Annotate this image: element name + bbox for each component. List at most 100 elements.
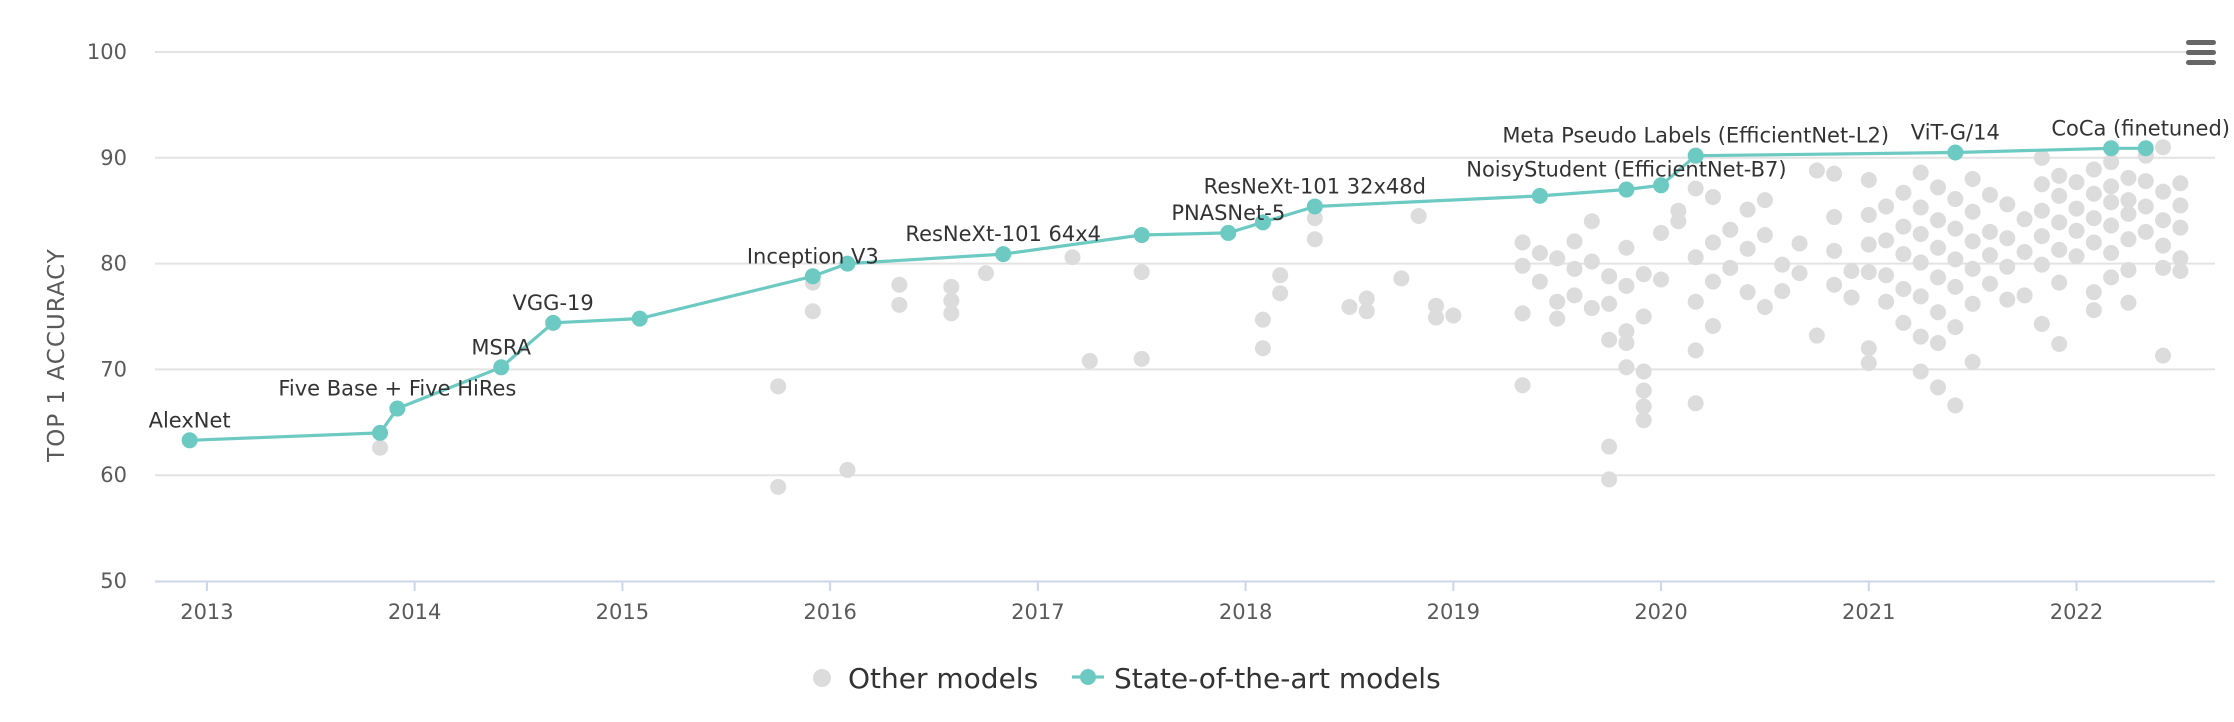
other-model-point[interactable] bbox=[2051, 187, 2068, 204]
other-model-point[interactable] bbox=[1964, 295, 1981, 312]
sota-model-point[interactable] bbox=[545, 314, 562, 331]
sota-model-point[interactable] bbox=[493, 359, 510, 376]
sota-model-point[interactable] bbox=[1254, 214, 1271, 231]
other-model-point[interactable] bbox=[2068, 248, 2085, 265]
other-model-point[interactable] bbox=[2068, 200, 2085, 217]
other-model-point[interactable] bbox=[1895, 184, 1912, 201]
other-model-point[interactable] bbox=[1912, 328, 1929, 345]
other-model-point[interactable] bbox=[1514, 257, 1531, 274]
other-model-point[interactable] bbox=[1566, 287, 1583, 304]
other-model-point[interactable] bbox=[2103, 269, 2120, 286]
other-model-point[interactable] bbox=[1635, 398, 1652, 415]
other-model-point[interactable] bbox=[1445, 307, 1462, 324]
other-model-point[interactable] bbox=[1566, 260, 1583, 277]
other-model-point[interactable] bbox=[1756, 192, 1773, 209]
other-model-point[interactable] bbox=[2085, 161, 2102, 178]
other-model-point[interactable] bbox=[1826, 209, 1843, 226]
other-model-point[interactable] bbox=[2103, 178, 2120, 195]
other-model-point[interactable] bbox=[1704, 318, 1721, 335]
other-model-point[interactable] bbox=[2155, 347, 2172, 364]
other-model-point[interactable] bbox=[1722, 259, 1739, 276]
other-model-point[interactable] bbox=[1947, 319, 1964, 336]
other-model-point[interactable] bbox=[2033, 202, 2050, 219]
other-model-point[interactable] bbox=[2085, 210, 2102, 227]
other-model-point[interactable] bbox=[1635, 412, 1652, 429]
other-model-point[interactable] bbox=[1601, 268, 1618, 285]
other-model-point[interactable] bbox=[1912, 225, 1929, 242]
other-model-point[interactable] bbox=[1860, 236, 1877, 253]
sota-model-point[interactable] bbox=[372, 424, 389, 441]
other-model-point[interactable] bbox=[1635, 363, 1652, 380]
other-model-point[interactable] bbox=[2155, 139, 2172, 156]
other-model-point[interactable] bbox=[2051, 241, 2068, 258]
other-model-point[interactable] bbox=[2085, 284, 2102, 301]
other-model-point[interactable] bbox=[1428, 297, 1445, 314]
other-model-point[interactable] bbox=[1895, 218, 1912, 235]
sota-model-point[interactable] bbox=[1306, 198, 1323, 215]
other-model-point[interactable] bbox=[1878, 267, 1895, 284]
other-model-point[interactable] bbox=[1895, 314, 1912, 331]
other-model-point[interactable] bbox=[1064, 249, 1081, 266]
other-model-point[interactable] bbox=[2137, 223, 2154, 240]
other-model-point[interactable] bbox=[1739, 201, 1756, 218]
sota-model-point[interactable] bbox=[839, 255, 856, 272]
other-model-point[interactable] bbox=[1306, 210, 1323, 227]
other-model-point[interactable] bbox=[2155, 183, 2172, 200]
other-model-point[interactable] bbox=[1601, 471, 1618, 488]
sota-model-point[interactable] bbox=[1531, 187, 1548, 204]
other-model-point[interactable] bbox=[1358, 303, 1375, 320]
other-model-point[interactable] bbox=[1704, 273, 1721, 290]
other-model-point[interactable] bbox=[1687, 249, 1704, 266]
other-model-point[interactable] bbox=[1133, 350, 1150, 367]
other-model-point[interactable] bbox=[891, 276, 908, 293]
other-model-point[interactable] bbox=[2016, 243, 2033, 260]
other-model-point[interactable] bbox=[1635, 382, 1652, 399]
other-model-point[interactable] bbox=[1930, 212, 1947, 229]
other-model-point[interactable] bbox=[1531, 245, 1548, 262]
other-model-point[interactable] bbox=[2155, 237, 2172, 254]
other-model-point[interactable] bbox=[1722, 221, 1739, 238]
other-model-point[interactable] bbox=[372, 439, 389, 456]
other-model-point[interactable] bbox=[2103, 154, 2120, 171]
other-model-point[interactable] bbox=[2137, 198, 2154, 215]
other-model-point[interactable] bbox=[1912, 254, 1929, 271]
other-model-point[interactable] bbox=[1618, 239, 1635, 256]
other-model-point[interactable] bbox=[1947, 251, 1964, 268]
sota-model-point[interactable] bbox=[631, 310, 648, 327]
other-model-point[interactable] bbox=[1618, 277, 1635, 294]
other-model-point[interactable] bbox=[1981, 223, 1998, 240]
other-model-point[interactable] bbox=[1514, 377, 1531, 394]
other-model-point[interactable] bbox=[1687, 180, 1704, 197]
other-model-point[interactable] bbox=[1531, 273, 1548, 290]
other-model-point[interactable] bbox=[1878, 198, 1895, 215]
sota-model-point[interactable] bbox=[1618, 181, 1635, 198]
other-model-point[interactable] bbox=[2068, 174, 2085, 191]
other-model-point[interactable] bbox=[2051, 336, 2068, 353]
other-model-point[interactable] bbox=[1739, 240, 1756, 257]
other-model-point[interactable] bbox=[2155, 212, 2172, 229]
other-model-point[interactable] bbox=[1687, 293, 1704, 310]
other-model-point[interactable] bbox=[1618, 323, 1635, 340]
other-model-point[interactable] bbox=[943, 278, 960, 295]
other-model-point[interactable] bbox=[2068, 222, 2085, 239]
other-model-point[interactable] bbox=[1826, 242, 1843, 259]
other-model-point[interactable] bbox=[1964, 170, 1981, 187]
other-model-point[interactable] bbox=[2085, 302, 2102, 319]
other-model-point[interactable] bbox=[1895, 246, 1912, 263]
other-model-point[interactable] bbox=[1930, 334, 1947, 351]
other-model-point[interactable] bbox=[1704, 234, 1721, 251]
other-model-point[interactable] bbox=[1653, 224, 1670, 241]
other-model-point[interactable] bbox=[1947, 397, 1964, 414]
sota-model-point[interactable] bbox=[1220, 224, 1237, 241]
other-model-point[interactable] bbox=[1739, 284, 1756, 301]
other-model-point[interactable] bbox=[2016, 211, 2033, 228]
other-model-point[interactable] bbox=[1133, 264, 1150, 281]
other-model-point[interactable] bbox=[1895, 280, 1912, 297]
other-model-point[interactable] bbox=[1930, 179, 1947, 196]
other-model-point[interactable] bbox=[1514, 305, 1531, 322]
other-model-point[interactable] bbox=[2033, 256, 2050, 273]
other-model-point[interactable] bbox=[1947, 191, 1964, 208]
other-model-point[interactable] bbox=[1930, 379, 1947, 396]
other-model-point[interactable] bbox=[1964, 353, 1981, 370]
other-model-point[interactable] bbox=[2120, 169, 2137, 186]
